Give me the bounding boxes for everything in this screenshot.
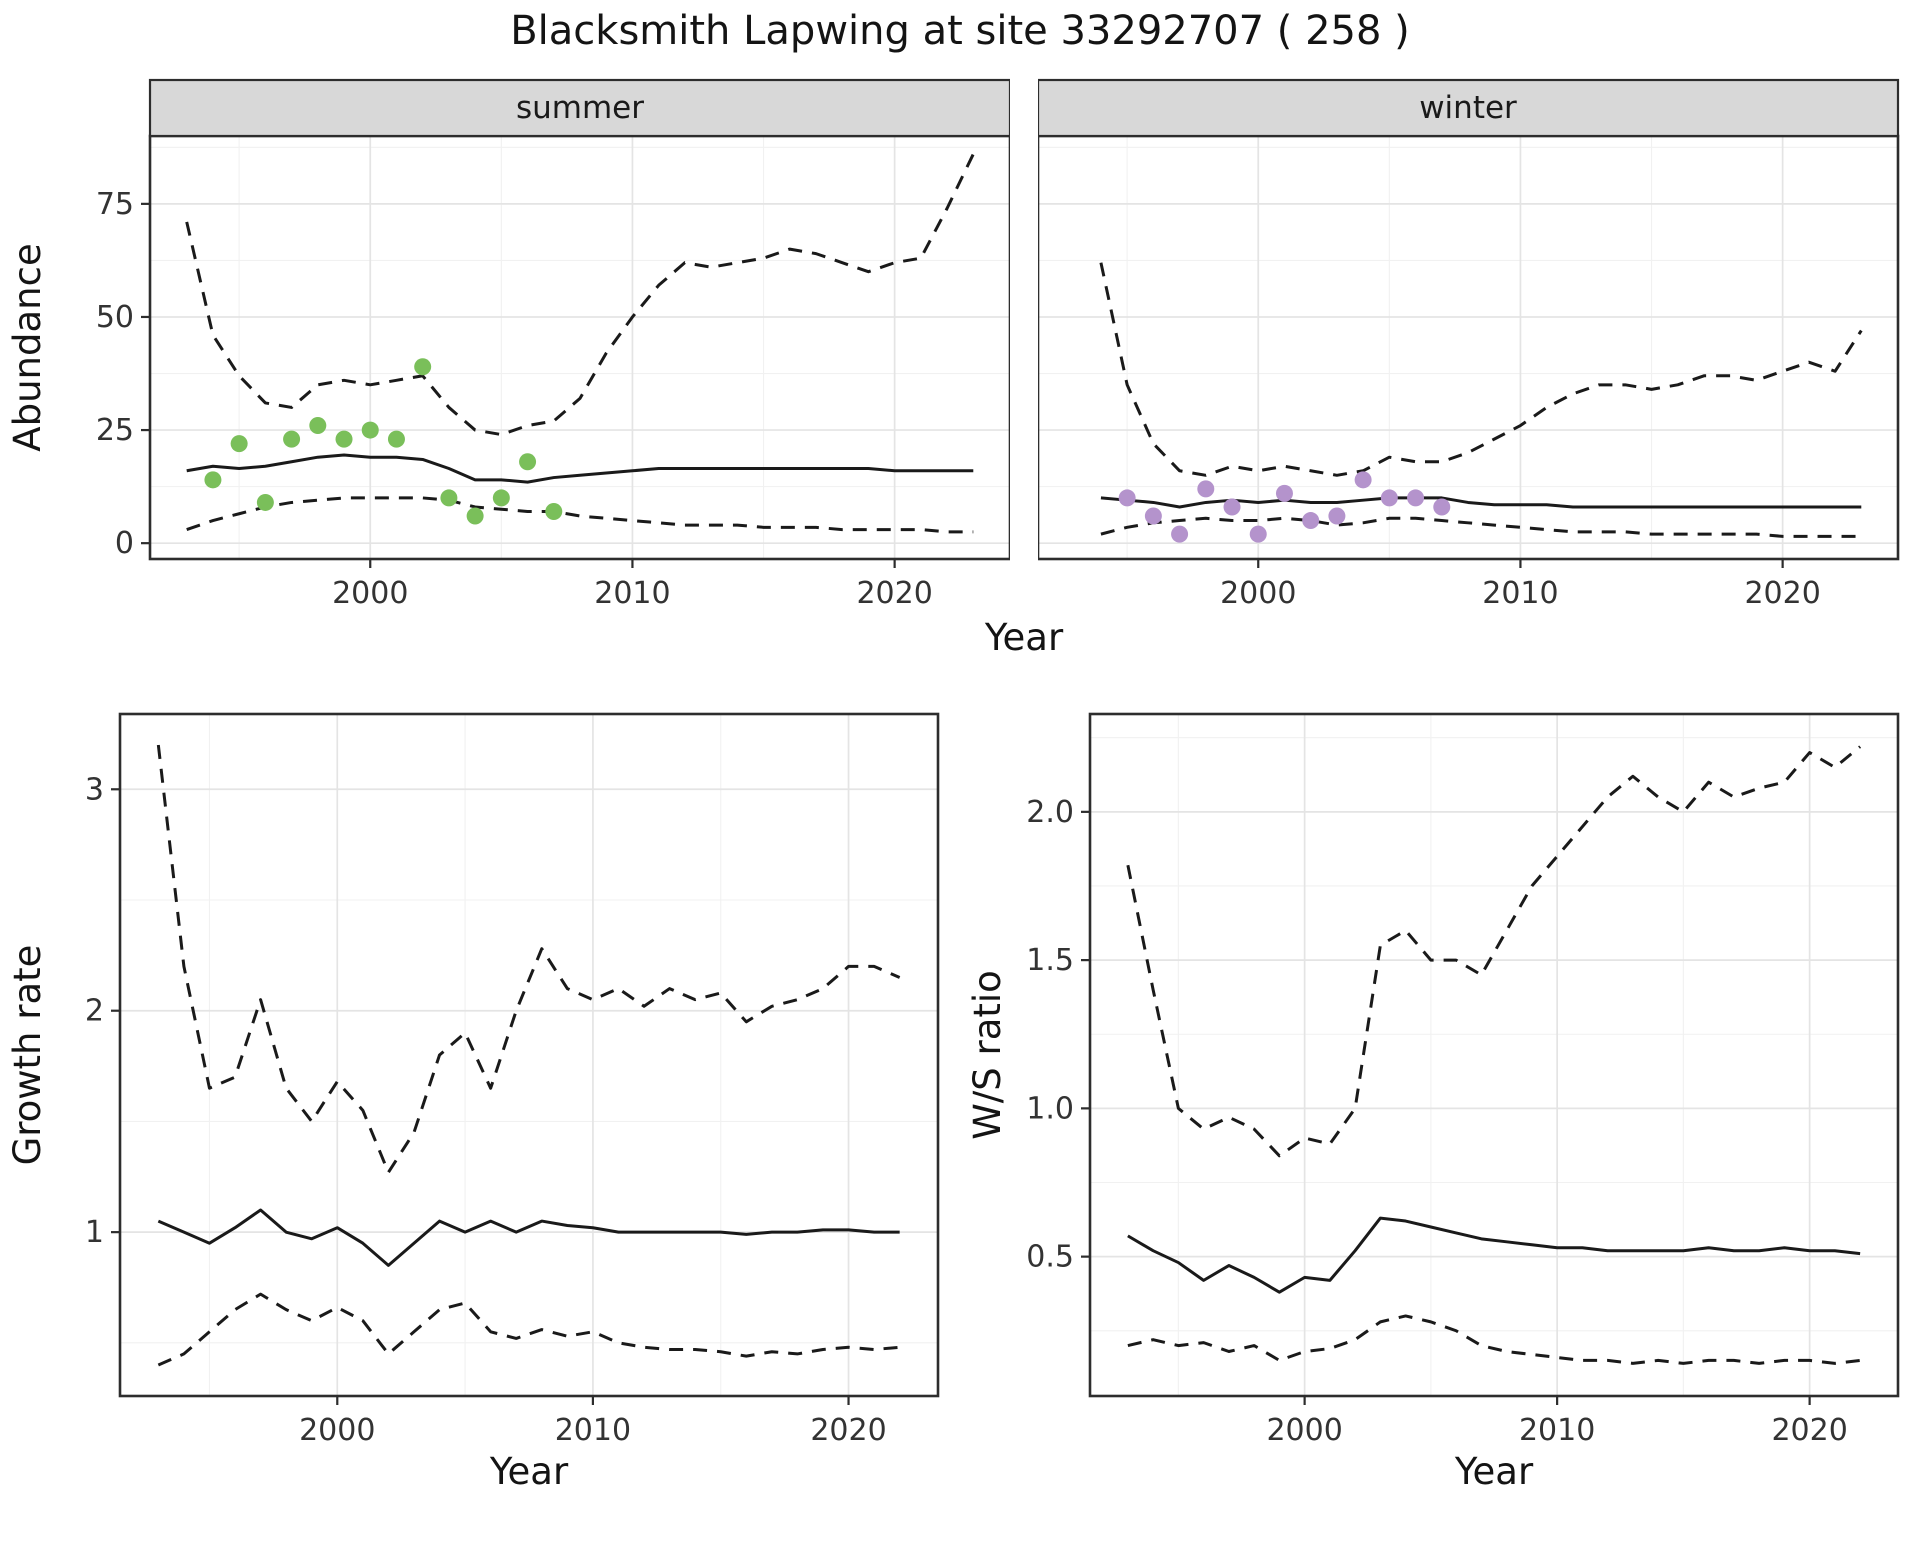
x-tick-label: 2010 <box>1482 576 1558 611</box>
observed-point <box>492 489 510 507</box>
x-axis-title-abundance: Year <box>984 616 1064 659</box>
facet-strip <box>1038 78 1900 138</box>
series-upper_ci <box>156 744 901 1174</box>
facet-strip-label: summer <box>516 90 644 126</box>
observed-point <box>440 489 458 507</box>
growth-rate-chart: 2000 2010 2020 1 2 3 Growth rate Year <box>6 712 940 1493</box>
y-tick-label: 1.0 <box>1026 1091 1074 1126</box>
series-lower_ci <box>157 1292 900 1367</box>
x-tick-label: 2010 <box>555 1413 631 1448</box>
x-tick-label: 2000 <box>1266 1413 1342 1448</box>
x-axis-title: Year <box>1454 1450 1534 1493</box>
series-median <box>157 1208 900 1267</box>
observed-point <box>519 453 537 471</box>
y-tick-label: 3 <box>85 772 104 807</box>
observed-point <box>1380 489 1398 507</box>
series-lower_ci <box>186 496 974 534</box>
observed-point <box>309 417 327 435</box>
panel-background <box>1090 714 1898 1396</box>
y-tick-label: 50 <box>96 300 134 335</box>
observed-point <box>1354 471 1372 489</box>
x-tick-label: 2020 <box>810 1413 886 1448</box>
observed-point <box>1144 507 1162 525</box>
panel-background <box>150 136 1010 559</box>
panel-background <box>120 714 938 1396</box>
x-tick-label: 2020 <box>1771 1413 1847 1448</box>
panel-border <box>1088 712 1900 1398</box>
y-axis-title: W/S ratio <box>966 970 1009 1140</box>
y-tick-label: 0.5 <box>1026 1240 1074 1275</box>
observed-point <box>361 421 379 439</box>
panel-background <box>1038 136 1898 559</box>
y-tick-label: 2 <box>85 994 104 1029</box>
y-tick-label: 2.0 <box>1026 795 1074 830</box>
observed-point <box>387 430 405 448</box>
observed-point <box>414 358 432 376</box>
series-upper_ci <box>1099 262 1863 477</box>
series-median <box>186 453 974 484</box>
x-tick-label: 2000 <box>332 576 408 611</box>
observed-point <box>1118 489 1136 507</box>
plot-title: Blacksmith Lapwing at site 33292707 ( 25… <box>510 8 1410 54</box>
abundance-winter-chart: 2000 2010 2020 winter <box>1038 78 1900 611</box>
series-median <box>1127 1216 1861 1294</box>
observed-point <box>1171 525 1189 543</box>
ws-ratio-chart: 2000 2010 2020 0.5 1.0 1.5 2.0 W/S ratio Year <box>966 712 1900 1493</box>
x-tick-label: 2020 <box>856 576 932 611</box>
observed-point <box>204 471 222 489</box>
observed-point <box>230 435 248 453</box>
y-axis-title: Growth rate <box>6 945 49 1166</box>
x-tick-label: 2000 <box>299 1413 375 1448</box>
observed-point <box>1433 498 1451 516</box>
y-tick-label: 75 <box>96 187 134 222</box>
observed-point <box>335 430 353 448</box>
y-tick-label: 1 <box>85 1215 104 1250</box>
observed-point <box>1223 498 1241 516</box>
observed-point <box>283 430 301 448</box>
y-tick-label: 25 <box>96 413 134 448</box>
y-tick-label: 0 <box>115 526 134 561</box>
observed-point <box>1249 525 1267 543</box>
observed-point <box>466 507 484 525</box>
series-lower_ci <box>1100 516 1862 538</box>
series-lower_ci <box>1127 1314 1861 1365</box>
y-tick-label: 1.5 <box>1026 943 1074 978</box>
x-tick-label: 2000 <box>1220 576 1296 611</box>
y-axis-title: Abundance <box>6 243 49 451</box>
observed-point <box>256 493 274 511</box>
series-upper_ci <box>185 153 975 437</box>
facet-strip-label: winter <box>1419 90 1517 126</box>
facet-strip <box>148 78 1010 138</box>
observed-point <box>1197 480 1215 498</box>
observed-point <box>545 502 563 520</box>
observed-point <box>1302 512 1320 530</box>
abundance-summer-chart: 2000 2010 2020 0 25 50 75 summer Abundance <box>6 78 1010 611</box>
observed-point <box>1407 489 1425 507</box>
panel-border <box>118 712 940 1398</box>
x-tick-label: 2010 <box>594 576 670 611</box>
x-tick-label: 2010 <box>1519 1413 1595 1448</box>
observed-point <box>1275 484 1293 502</box>
x-tick-label: 2020 <box>1744 576 1820 611</box>
observed-point <box>1328 507 1346 525</box>
x-axis-title: Year <box>489 1450 569 1493</box>
